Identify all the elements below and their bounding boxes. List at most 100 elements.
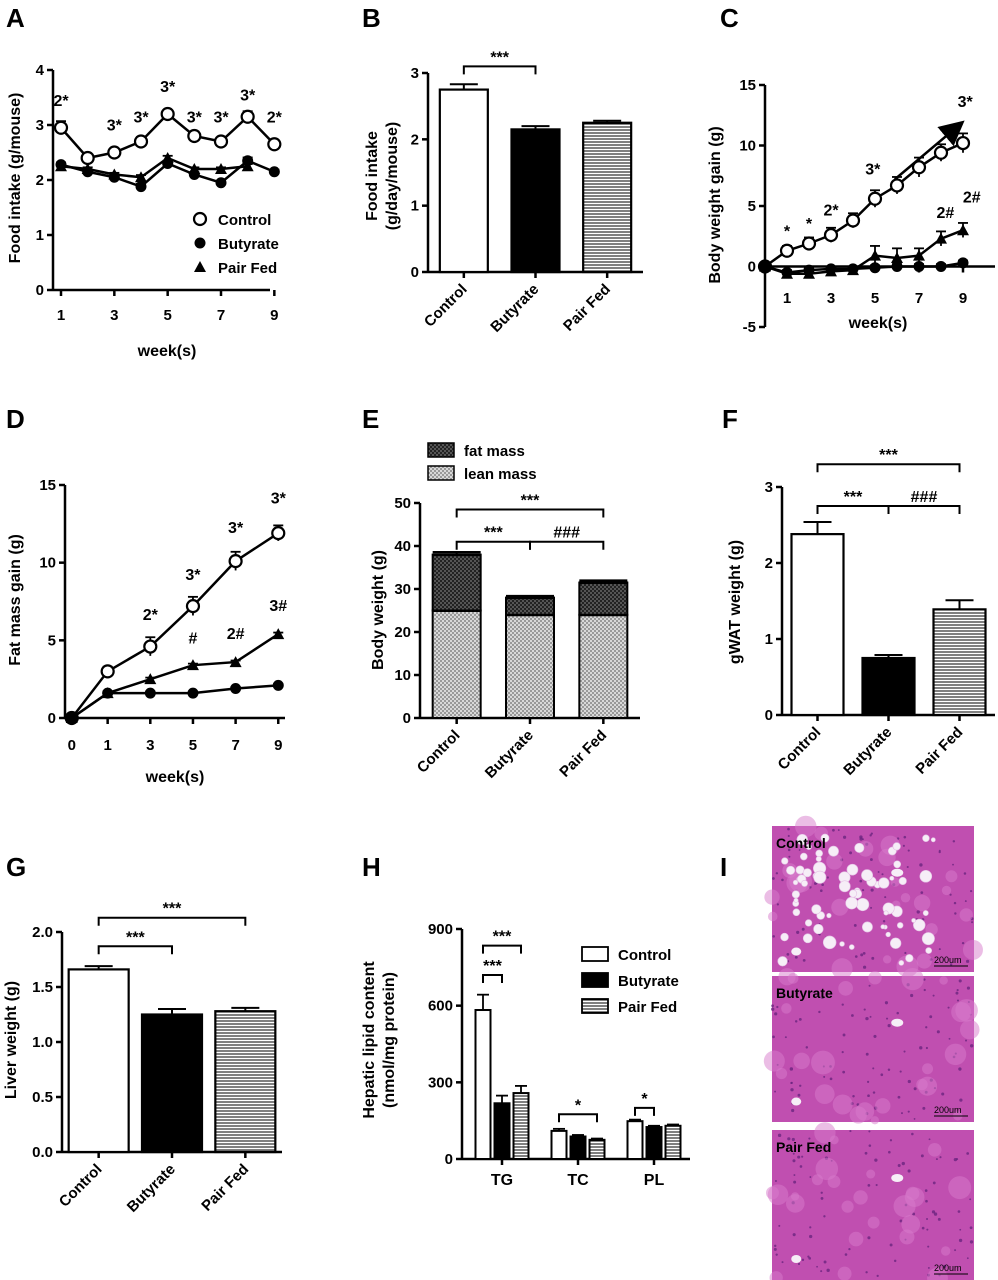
histology-control-nucleus	[801, 927, 805, 931]
histology-pair-fed-nucleus	[826, 1268, 830, 1273]
chart-a-x-tick-label: 5	[163, 307, 171, 324]
chart-g-sig-label: ***	[163, 901, 182, 918]
chart-g-bar-control	[67, 968, 130, 1154]
histology-butyrate-nucleus	[790, 1088, 794, 1092]
histology-control-lipid-droplet	[896, 922, 904, 929]
chart-a-annotation: 3*	[160, 79, 176, 96]
chart-c-x-tick-label: 9	[959, 290, 967, 307]
chart-d-xlabel: week(s)	[145, 769, 205, 786]
histology-pair-fed-nucleus	[927, 1266, 930, 1269]
histology-control-lipid-droplet	[780, 932, 789, 942]
histology-control-texture	[883, 955, 892, 964]
chart-a-x-tick-label: 1	[57, 307, 65, 324]
histology-butyrate-texture	[875, 1098, 891, 1114]
histology-butyrate-nucleus	[923, 978, 926, 981]
histology-pair-fed-nucleus	[926, 1217, 929, 1220]
histology-control-texture	[767, 911, 778, 922]
histology-butyrate-nucleus	[823, 1075, 826, 1078]
histology-pair-fed-nucleus	[787, 1137, 791, 1141]
panel-label-c: C	[720, 3, 739, 33]
histology-pair-fed-texture	[901, 1214, 921, 1234]
histology-pair-fed-nucleus	[924, 1189, 928, 1192]
histology-control-lipid-droplet	[777, 956, 788, 967]
chart-f-category-label: Control	[775, 724, 825, 774]
histology-control-texture	[831, 958, 853, 980]
chart-h-bar-control	[550, 1129, 568, 1161]
chart-h-sig-label: ***	[483, 958, 502, 975]
chart-e-y-tick-label: 20	[394, 624, 411, 641]
histology-butyrate-nucleus	[863, 1008, 866, 1011]
histology-pair-fed-nucleus	[809, 1176, 812, 1178]
histology-control-nucleus	[787, 848, 791, 852]
chart-h-category-label: TG	[491, 1172, 513, 1189]
histology-control-lipid-droplet	[925, 947, 933, 954]
histology-control-nucleus	[870, 906, 873, 909]
panel-label-a: A	[6, 3, 25, 33]
histology-pair-fed-nucleus	[777, 1133, 782, 1138]
histology-pair-fed-nucleus	[793, 1180, 797, 1184]
histology-control-nucleus	[938, 850, 941, 854]
histology-butyrate-texture	[832, 1094, 853, 1115]
chart-h-legend-swatch	[581, 946, 609, 962]
histology-control-lipid-droplet	[878, 877, 890, 889]
chart-g-sig-bracket	[97, 945, 173, 955]
chart-c-y-tick-label: 5	[748, 198, 756, 215]
chart-g-category-label: Pair Fed	[198, 1161, 252, 1215]
chart-f-plot: 0 1 2 3 Control Butyrate Pair Fed *** ### ***	[765, 447, 995, 779]
histology-pair-fed-nucleus	[849, 1130, 852, 1133]
histology-pair-fed-texture	[841, 1200, 854, 1213]
histology-control-nucleus	[814, 882, 817, 885]
chart-b-sig-bracket	[462, 65, 537, 75]
chart-f-y-tick-label: 3	[765, 479, 773, 496]
histology-butyrate-texture	[951, 1002, 972, 1023]
histology-butyrate-nucleus	[851, 1014, 854, 1017]
histology-control-lipid-droplet	[802, 868, 812, 878]
histology-control-nucleus	[819, 889, 823, 893]
histology-control-nucleus	[796, 930, 800, 934]
chart-h-sig-bracket	[482, 974, 503, 983]
histology-control-texture	[945, 870, 958, 883]
chart-d-series-butyrate-line	[71, 684, 279, 720]
chart-f-category-label: Butyrate	[840, 724, 895, 779]
chart-h-bar-pair-fed	[664, 1124, 682, 1161]
chart-a-ylabel: Food intake (g/mouse)	[7, 93, 24, 264]
histology-pair-fed-nucleus	[899, 1219, 903, 1223]
histology-butyrate-texture	[922, 1063, 934, 1075]
histology-butyrate-nucleus	[966, 986, 970, 990]
histology-pair-fed-nucleus	[801, 1155, 804, 1158]
histology-pair-fed-texture	[785, 1194, 805, 1213]
histology-control-nucleus	[802, 958, 806, 962]
chart-f-y-tick-label: 1	[765, 631, 773, 648]
histology-butyrate-texture	[775, 1067, 788, 1080]
histology-butyrate-nucleus	[790, 1081, 793, 1084]
histology-butyrate-nucleus	[907, 1110, 910, 1113]
chart-h-bar-butyrate	[645, 1126, 663, 1160]
histology-butyrate-vessel	[791, 1097, 802, 1106]
histology-control-lipid-droplet	[880, 924, 886, 930]
chart-d-x-tick-label: 1	[103, 737, 111, 754]
histology-pair-fed-nucleus	[820, 1191, 823, 1194]
chart-d-x-tick-label: 0	[68, 737, 76, 754]
chart-d-y-tick-label: 5	[48, 632, 56, 649]
histology-control-nucleus	[869, 834, 872, 837]
histology-butyrate-texture	[959, 1019, 980, 1040]
histology-control-lipid-droplet	[889, 875, 895, 881]
histology-control-lipid-droplet	[805, 843, 812, 850]
histology-pair-fed-nucleus	[928, 1138, 931, 1141]
chart-c-plot: -5 0 5 10 15 1 3 5 7 9 * * 2* 3* 3* 2# 2#	[739, 77, 995, 336]
chart-e-legend-swatch	[427, 442, 455, 458]
chart-g-y-tick-label: 1.0	[32, 1034, 53, 1051]
histology-butyrate-nucleus	[797, 1093, 801, 1097]
histology-pair-fed-texture	[829, 1135, 839, 1145]
chart-c-series-control-point	[779, 243, 795, 258]
histology-control-lipid-droplet	[813, 870, 827, 884]
histology-pair-fed-nucleus	[868, 1130, 871, 1133]
chart-c-series-control-point	[823, 227, 839, 243]
histology-control-nucleus	[794, 955, 798, 959]
histology-pair-fed-nucleus	[874, 1158, 878, 1162]
histology-pair-fed-nucleus	[939, 1156, 942, 1159]
histology-butyrate-nucleus	[867, 1094, 870, 1098]
chart-a-annotation: 2*	[267, 109, 283, 126]
histology-pair-fed-label: Pair Fed	[776, 1139, 831, 1155]
histology-control-lipid-droplet	[913, 918, 926, 932]
